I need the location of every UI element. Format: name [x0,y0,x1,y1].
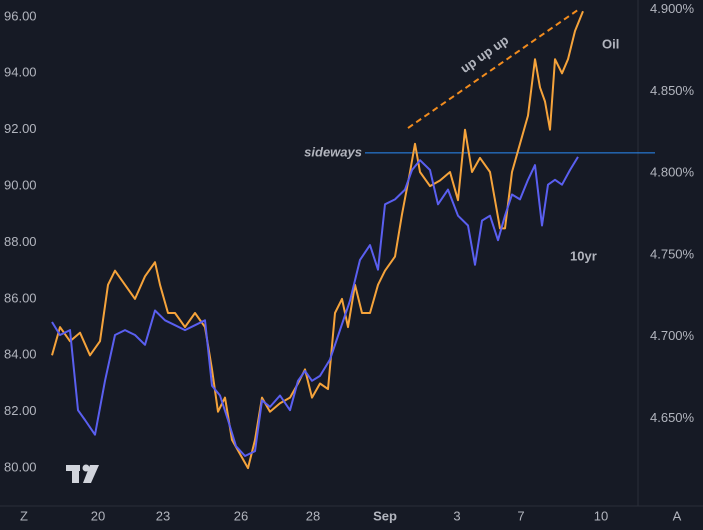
scale-button[interactable]: Z [20,508,28,523]
x-tick-label: 20 [91,508,105,523]
y2-tick-label: 4.750% [650,246,695,261]
y-tick-label: 82.00 [4,403,37,418]
trend-line [407,9,579,129]
y2-tick-label: 4.850% [650,83,695,98]
y-tick-label: 96.00 [4,8,37,23]
series-line [51,10,584,470]
y2-tick-label: 4.900% [650,1,695,16]
y2-tick-label: 4.650% [650,410,695,425]
x-tick-label: Sep [373,508,397,523]
annotation: sideways [304,144,362,159]
logo [66,464,99,483]
x-tick-label: 3 [453,508,460,523]
x-tick-label: 23 [156,508,170,523]
y-tick-label: 90.00 [4,178,37,193]
y-tick-label: 92.00 [4,121,37,136]
x-tick-label: 26 [234,508,248,523]
x-tick-label: 10 [594,508,608,523]
y-tick-label: 84.00 [4,347,37,362]
x-tick-label: 7 [517,508,524,523]
y-tick-label: 80.00 [4,460,37,475]
y-tick-label: 86.00 [4,290,37,305]
series-line [51,156,579,457]
y-tick-label: 88.00 [4,234,37,249]
legend-label: Oil [602,36,619,51]
x-tick-label: 28 [306,508,320,523]
y-tick-label: 94.00 [4,65,37,80]
legend-label: 10yr [570,248,597,263]
y2-tick-label: 4.700% [650,328,695,343]
y2-tick-label: 4.800% [650,165,695,180]
scale-button[interactable]: A [673,508,682,523]
